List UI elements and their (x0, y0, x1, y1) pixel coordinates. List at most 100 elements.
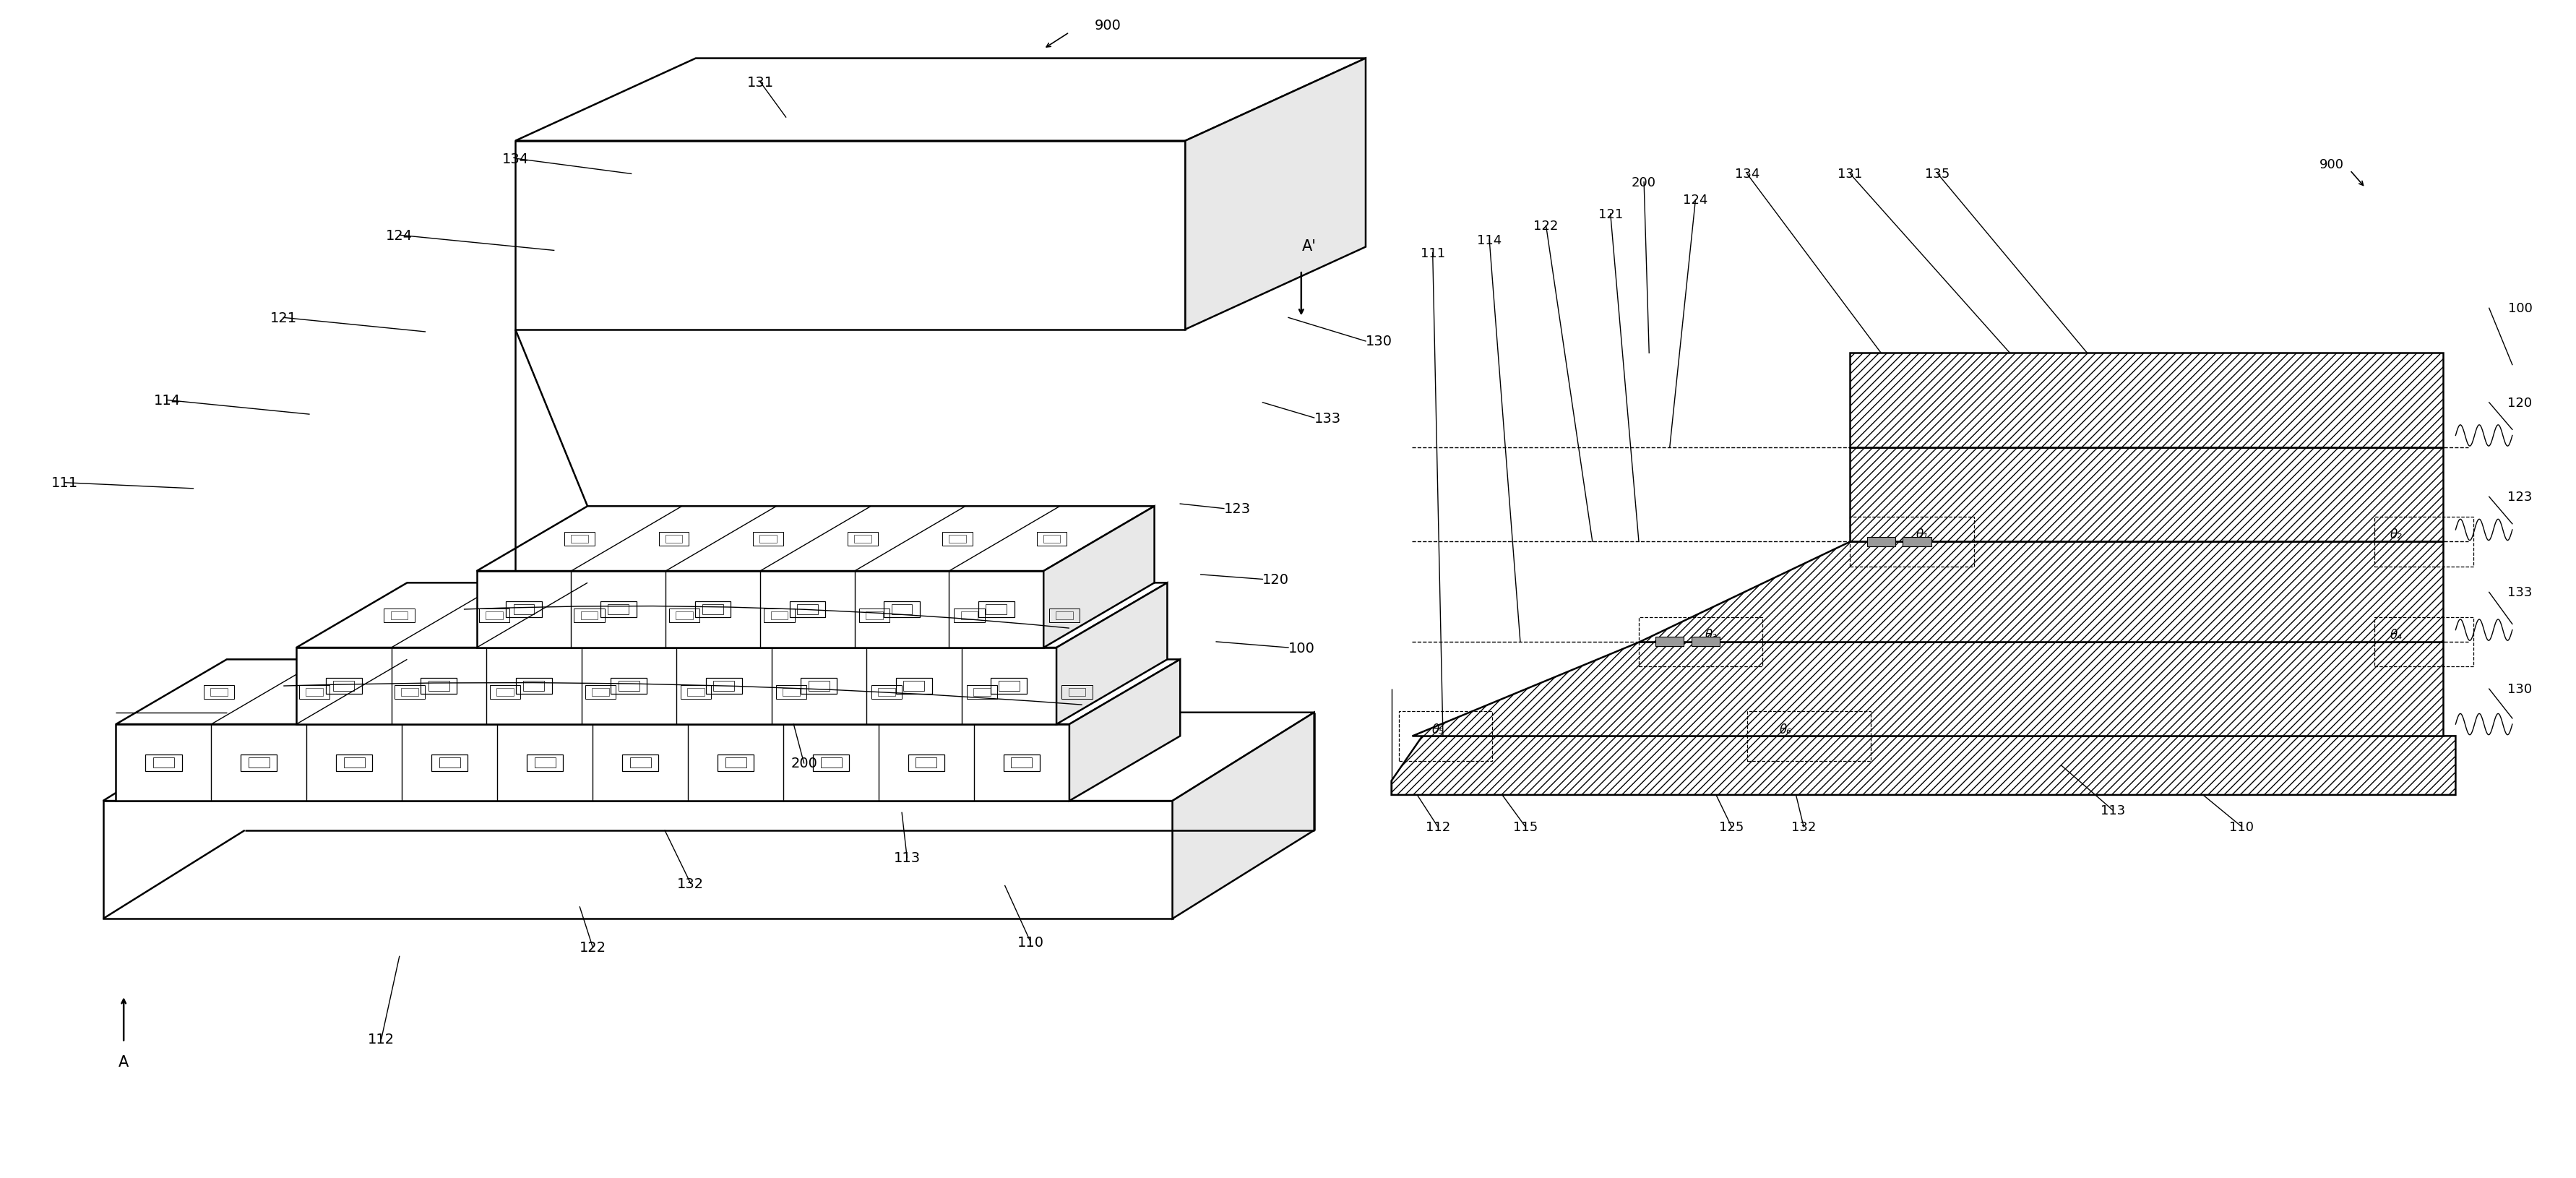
Bar (600, 602, 636, 617)
Text: 120: 120 (2506, 396, 2532, 410)
Bar (999, 681, 1020, 691)
Bar (307, 688, 322, 696)
Text: 111: 111 (1419, 246, 1445, 260)
Bar (716, 754, 755, 772)
Text: 124: 124 (1682, 193, 1708, 207)
Text: 113: 113 (894, 851, 920, 865)
Text: A': A' (1301, 239, 1316, 253)
Bar (1056, 611, 1072, 620)
Text: 900: 900 (2318, 158, 2344, 172)
Polygon shape (1056, 583, 1167, 724)
Bar (144, 754, 183, 772)
Text: θ₆: θ₆ (1780, 722, 1790, 736)
Bar (914, 757, 938, 768)
Bar (394, 686, 425, 699)
Text: 122: 122 (580, 940, 605, 954)
Bar (325, 677, 361, 695)
Polygon shape (296, 648, 1056, 724)
Bar (979, 602, 1015, 617)
Bar (515, 677, 551, 695)
Bar (670, 609, 698, 622)
Bar (904, 681, 925, 691)
Text: 132: 132 (677, 876, 703, 891)
Bar (770, 611, 788, 620)
Text: 134: 134 (502, 152, 528, 166)
Bar (384, 609, 415, 622)
Polygon shape (1185, 59, 1365, 330)
Bar (953, 609, 984, 622)
Bar (1747, 712, 1870, 761)
Bar (211, 688, 227, 696)
Bar (2375, 517, 2473, 567)
Bar (574, 609, 605, 622)
Bar (299, 686, 330, 699)
Bar (706, 677, 742, 695)
Text: 125: 125 (1718, 820, 1744, 834)
Bar (580, 611, 598, 620)
Bar (430, 754, 469, 772)
Text: 123: 123 (2506, 490, 2532, 504)
Bar (2375, 617, 2473, 667)
Bar (240, 754, 278, 772)
Text: 100: 100 (2506, 302, 2532, 316)
Bar (1399, 712, 1492, 761)
Text: 130: 130 (1365, 335, 1391, 349)
Bar (752, 532, 783, 545)
Bar (564, 532, 595, 545)
Text: θ₂: θ₂ (2391, 528, 2401, 542)
Bar (659, 532, 688, 545)
Bar (505, 602, 541, 617)
Bar (1692, 637, 1721, 647)
Text: 134: 134 (1734, 167, 1759, 181)
Bar (878, 688, 894, 696)
Text: 110: 110 (1018, 935, 1043, 949)
Text: 131: 131 (1837, 167, 1862, 181)
Bar (629, 757, 652, 768)
Bar (247, 757, 270, 768)
Text: 114: 114 (155, 393, 180, 408)
Text: θ₅: θ₅ (1432, 722, 1443, 736)
Bar (884, 602, 920, 617)
Polygon shape (477, 571, 1043, 648)
Bar (1069, 688, 1084, 696)
Bar (438, 757, 461, 768)
Bar (680, 686, 711, 699)
Bar (696, 602, 732, 617)
Bar (1850, 517, 1973, 567)
Bar (724, 757, 747, 768)
Polygon shape (1850, 353, 2442, 448)
Bar (608, 604, 629, 615)
Text: 121: 121 (270, 311, 296, 325)
Bar (611, 677, 647, 695)
Bar (585, 686, 616, 699)
Polygon shape (103, 713, 1314, 801)
Bar (943, 532, 971, 545)
Text: 114: 114 (1476, 233, 1502, 247)
Bar (811, 754, 850, 772)
Bar (621, 754, 659, 772)
Polygon shape (515, 59, 1365, 141)
Bar (796, 604, 817, 615)
Text: 112: 112 (368, 1032, 394, 1046)
Bar (1048, 609, 1079, 622)
Polygon shape (1412, 642, 2442, 736)
Bar (428, 681, 448, 691)
Bar (523, 681, 544, 691)
Bar (765, 609, 793, 622)
Bar (848, 532, 878, 545)
Bar (533, 757, 556, 768)
Bar (420, 677, 456, 695)
Bar (714, 681, 734, 691)
Text: 110: 110 (2228, 820, 2254, 834)
Bar (866, 611, 884, 620)
Bar (1002, 754, 1041, 772)
Text: 120: 120 (1262, 573, 1288, 587)
Bar (479, 609, 510, 622)
Bar (775, 686, 806, 699)
Bar (484, 611, 502, 620)
Bar (402, 688, 417, 696)
Bar (783, 688, 799, 696)
Text: 121: 121 (1597, 207, 1623, 221)
Bar (665, 535, 683, 543)
Bar (896, 677, 933, 695)
